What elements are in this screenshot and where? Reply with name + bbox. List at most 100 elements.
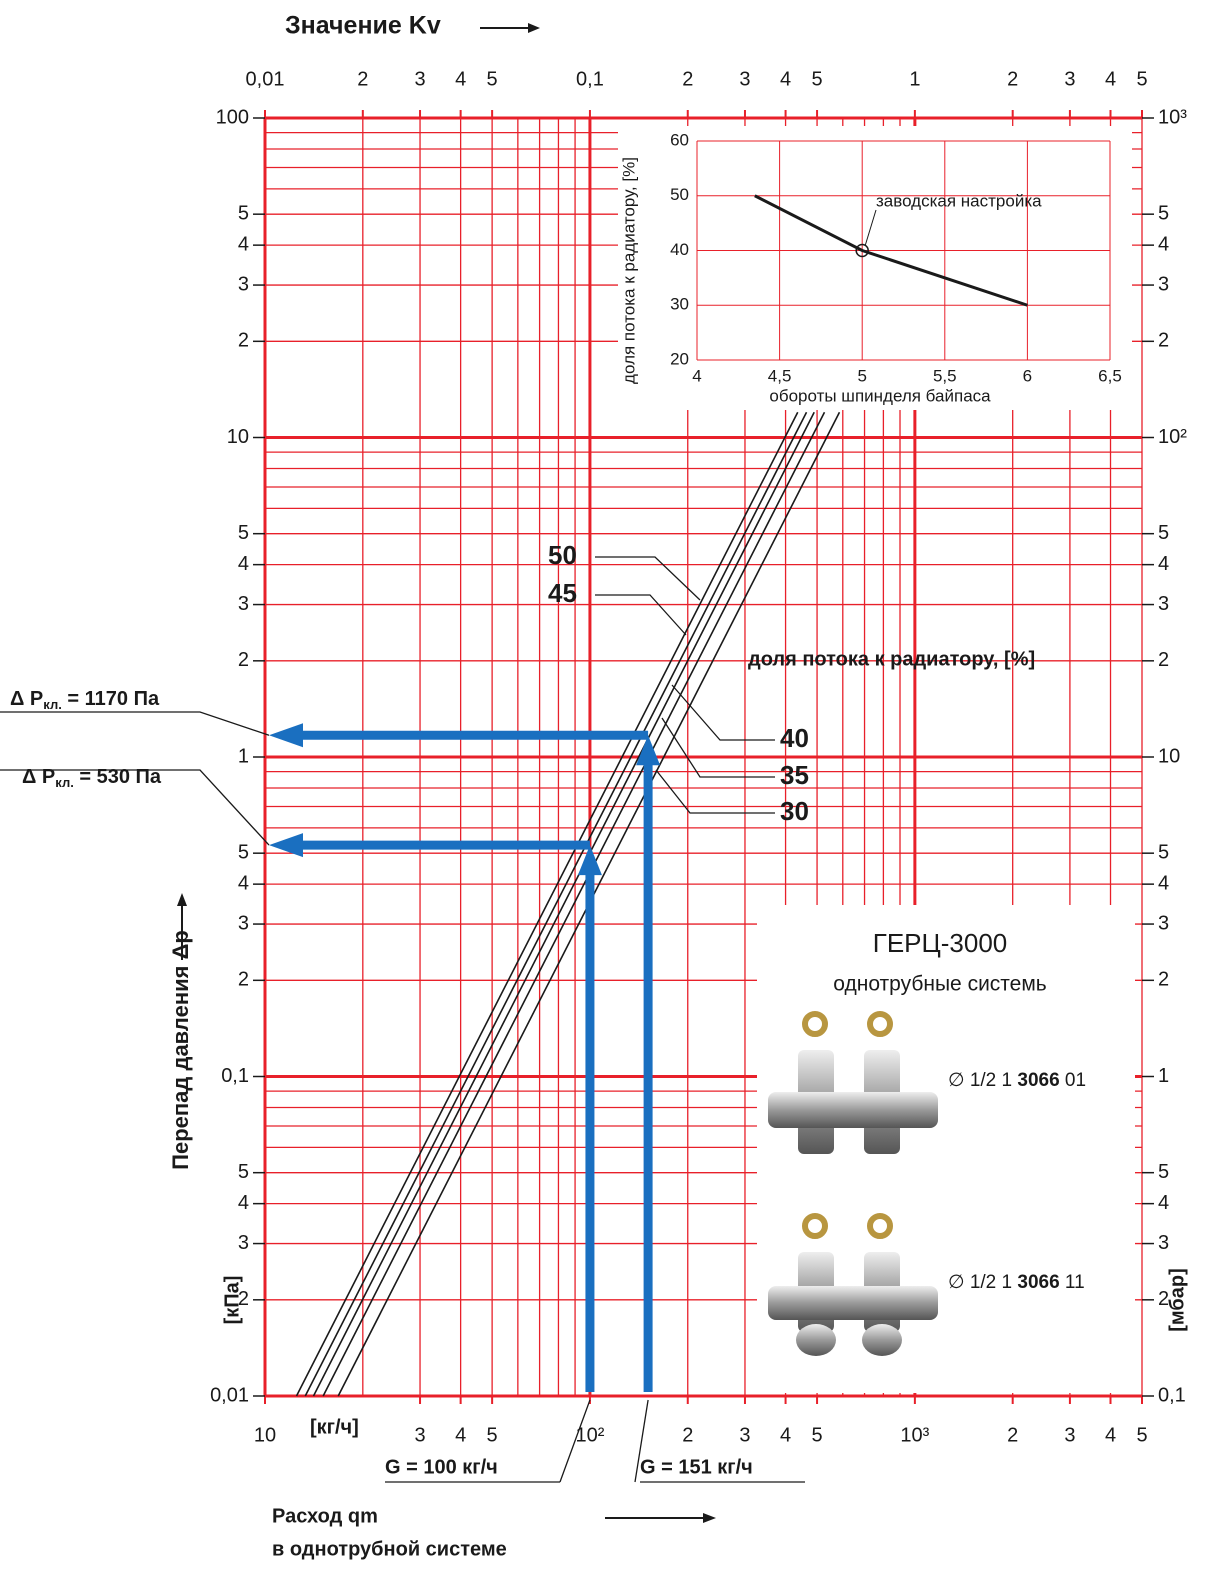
- x-tick-label: 10³: [900, 1424, 929, 1446]
- x-unit: [кг/ч]: [310, 1416, 359, 1438]
- y2-unit: [мбар]: [1166, 1268, 1188, 1332]
- x2-tick-label: 5: [811, 68, 822, 90]
- y2-tick-label: 2: [1158, 969, 1169, 991]
- y2-tick-label: 2: [1158, 1288, 1169, 1310]
- leader-line: [0, 769, 270, 846]
- y-tick-label: 5: [238, 522, 249, 544]
- inset-y-tick-label: 40: [670, 240, 689, 259]
- flow-label: G = 151 кг/ч: [640, 1456, 753, 1478]
- x-tick-label: 5: [1136, 1424, 1147, 1446]
- x-tick-label: 10: [254, 1424, 276, 1446]
- x-tick-label: 2: [682, 1424, 693, 1446]
- y-tick-label: 4: [238, 872, 249, 894]
- y-tick-label: 0,1: [221, 1065, 249, 1087]
- leader-line: [595, 556, 701, 601]
- item-prefix: ∅ 1/2 1: [948, 1070, 1017, 1091]
- y2-tick-label: 5: [1158, 522, 1169, 544]
- x-tick-label: 2: [1007, 1424, 1018, 1446]
- x-tick-label: 5: [487, 1424, 498, 1446]
- series-line: [312, 411, 815, 1397]
- y-tick-label: 3: [238, 273, 249, 295]
- y2-tick-label: 3: [1158, 1232, 1169, 1254]
- arrow-head: [636, 735, 661, 766]
- x-axis-title: в однотрубной системе: [272, 1538, 507, 1560]
- x-tick-label: 4: [780, 1424, 791, 1446]
- valve-image: [768, 1011, 938, 1356]
- y-tick-label: 2: [238, 969, 249, 991]
- pressure-label: Δ Pкл. = 530 Па: [22, 766, 162, 790]
- inset-annotation: заводская настройка: [876, 191, 1042, 210]
- leader-line: [0, 711, 270, 736]
- series-line: [304, 411, 808, 1397]
- legend-title: доля потока к радиатору, [%]: [748, 648, 1035, 670]
- x2-tick-label: 3: [739, 68, 750, 90]
- x-tick-label: 4: [455, 1424, 466, 1446]
- label-text: Δ P: [22, 766, 55, 788]
- inset-y-tick-label: 30: [670, 295, 689, 314]
- series-line: [322, 411, 826, 1397]
- y-title-arrow: [177, 893, 187, 960]
- series-line: [295, 411, 799, 1397]
- leader-line: [661, 717, 775, 778]
- y2-tick-label: 10³: [1158, 106, 1187, 128]
- label-sub: кл.: [43, 697, 62, 712]
- x-tick-label: 10²: [575, 1424, 604, 1446]
- y-tick-label: 3: [238, 593, 249, 615]
- y-tick-label: 2: [238, 1288, 249, 1310]
- x-tick-label: 5: [811, 1424, 822, 1446]
- inset-x-tick-label: 5,5: [933, 366, 957, 385]
- y2-tick-label: 4: [1158, 553, 1169, 575]
- pressure-label: Δ Pкл. = 1170 Па: [10, 688, 160, 712]
- arrow-head: [577, 845, 602, 876]
- leader-line: [634, 1399, 649, 1483]
- y2-tick-label: 3: [1158, 273, 1169, 295]
- y2-tick-label: 4: [1158, 1192, 1169, 1214]
- x2-tick-label: 4: [1105, 68, 1116, 90]
- x2-tick-label: 1: [909, 68, 920, 90]
- inset-line: [754, 194, 1028, 307]
- x-title-arrow: [605, 1513, 716, 1523]
- y-tick-label: 5: [238, 841, 249, 863]
- y-axis-title: Перепад давления Δp: [168, 930, 193, 1170]
- y-tick-label: 2: [238, 330, 249, 352]
- y2-tick-label: 5: [1158, 1161, 1169, 1183]
- item-suffix: 11: [1060, 1272, 1085, 1293]
- y2-tick-label: 0,1: [1158, 1384, 1186, 1406]
- item-code: 3066: [1017, 1070, 1059, 1091]
- product-item: ∅ 1/2 1 3066 01: [948, 1070, 1086, 1091]
- y-tick-label: 4: [238, 553, 249, 575]
- x-tick-label: 3: [739, 1424, 750, 1446]
- leader-line: [864, 209, 877, 246]
- chart-title: Значение Kv: [285, 12, 441, 40]
- product-title: ГЕРЦ-3000: [873, 928, 1008, 958]
- y-tick-label: 5: [238, 202, 249, 224]
- inset-x-tick-label: 5: [857, 366, 866, 385]
- flow-label: G = 100 кг/ч: [385, 1456, 498, 1478]
- x2-tick-label: 5: [1136, 68, 1147, 90]
- y-unit: [кПа]: [221, 1276, 243, 1325]
- y-tick-label: 2: [238, 649, 249, 671]
- y-tick-label: 4: [238, 1192, 249, 1214]
- product-subtitle: однотрубные системь: [833, 973, 1047, 996]
- y-tick-label: 4: [238, 233, 249, 255]
- series-label: 40: [780, 723, 809, 753]
- inset: 4 4,5 5 5,5 6 6,5 20 30 40 50 60 заводская настройк…: [619, 130, 1121, 405]
- x2-tick-label: 2: [1007, 68, 1018, 90]
- title-arrow: [480, 23, 540, 33]
- arrow-head: [269, 833, 303, 858]
- inset-x-title: обороты шпинделя байпаса: [769, 386, 991, 405]
- inset-y-tick-label: 60: [670, 130, 689, 149]
- x2-tick-label: 2: [682, 68, 693, 90]
- inset-x-tick-label: 4: [692, 366, 701, 385]
- leader-line: [655, 769, 775, 814]
- item-prefix: ∅ 1/2 1: [948, 1272, 1017, 1293]
- series-label: 45: [548, 578, 577, 608]
- leader-line: [671, 684, 775, 741]
- series-label: 30: [780, 796, 809, 826]
- inset-y-tick-label: 20: [670, 349, 689, 368]
- y-tick-label: 100: [216, 106, 249, 128]
- series-label: 50: [548, 540, 577, 570]
- y-tick-label: 0,01: [210, 1384, 249, 1406]
- y2-tick-label: 5: [1158, 841, 1169, 863]
